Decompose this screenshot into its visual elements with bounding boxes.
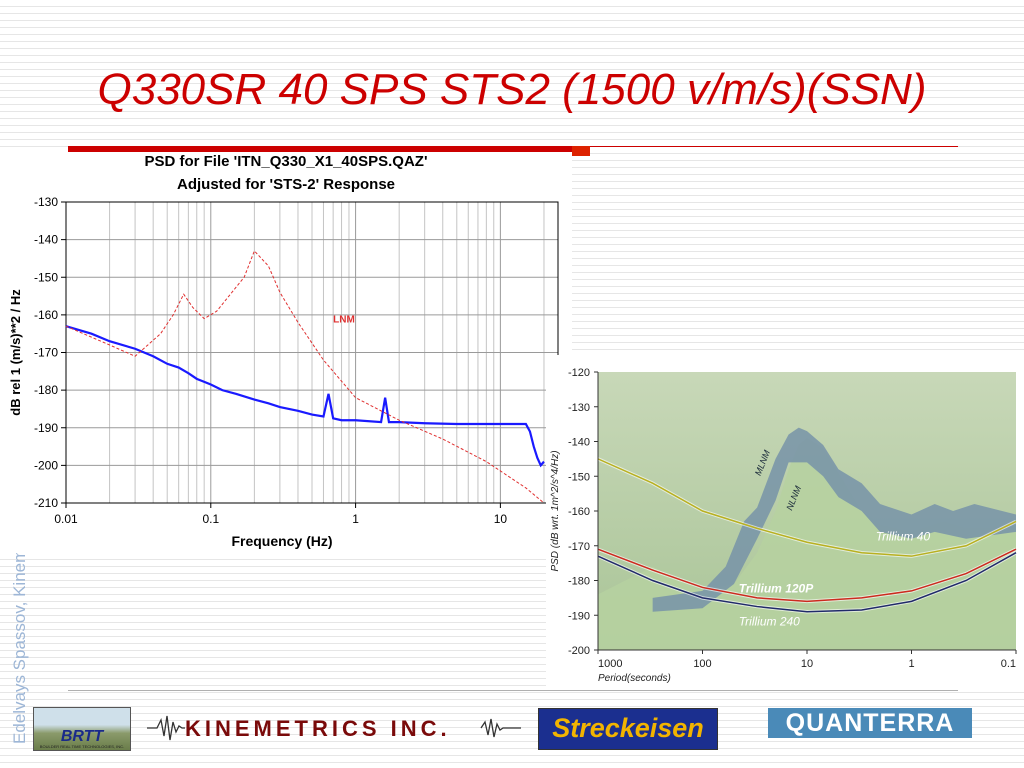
psd-y-tick-label: -210 <box>34 496 58 510</box>
noise-x-tick-label: 0.1 <box>1001 658 1016 670</box>
psd-y-tick-label: -180 <box>34 383 58 397</box>
noise-x-tick-label: 100 <box>693 658 711 670</box>
noise-series-line-trillium-40 <box>597 458 1017 557</box>
psd-y-tick-label: -170 <box>34 346 58 360</box>
streckeisen-logo: Streckeisen <box>538 708 718 750</box>
streckeisen-logo-text: Streckeisen <box>552 713 704 743</box>
noise-series-line-trillium-120p <box>597 548 1017 603</box>
slide-title: Q330SR 40 SPS STS2 (1500 v/m/s)(SSN) <box>97 65 927 114</box>
noise-x-tick-label: 10 <box>801 658 813 670</box>
series-label-trillium-240: Trillium 240 <box>739 615 800 629</box>
noise-y-tick-label: -130 <box>568 402 590 414</box>
psd-y-tick-label: -140 <box>34 233 58 247</box>
psd-x-tick-label: 1 <box>352 512 359 526</box>
kinemetrics-logo-text: KINEMETRICS INC. <box>185 716 451 741</box>
noise-y-tick-label: -160 <box>568 506 590 518</box>
brtt-logo-subtext: BOULDER REAL TIME TECHNOLOGIES, INC. <box>39 744 125 749</box>
noise-x-axis-label: Period(seconds) <box>598 673 671 684</box>
series-label-trillium-120p: Trillium 120P <box>739 582 814 596</box>
psd-series-line-lnm <box>65 249 545 504</box>
psd-y-axis-label: dB rel 1 (m/s)**2 / Hz <box>8 289 23 416</box>
seismogram-icon <box>147 715 521 741</box>
noise-y-tick-label: -120 <box>568 367 590 379</box>
noise-y-axis-label: PSD (dB wrt. 1m^2/s^4/Hz) <box>550 450 561 571</box>
psd-y-tick-label: -130 <box>34 195 58 209</box>
psd-chart-title: PSD for File 'ITN_Q330_X1_40SPS.QAZ' <box>144 153 427 170</box>
psd-chart: PSD for File 'ITN_Q330_X1_40SPS.QAZ' Adju… <box>0 153 572 553</box>
psd-x-tick-label: 0.1 <box>202 512 219 526</box>
noise-x-tick-label: 1000 <box>598 658 622 670</box>
psd-chart-svg: PSD for File 'ITN_Q330_X1_40SPS.QAZ' Adju… <box>8 153 559 549</box>
noise-model-chart: Trillium 40 Trillium 120P Trillium 240 MLNM… <box>546 355 1024 690</box>
psd-y-tick-label: -190 <box>34 421 58 435</box>
noise-y-tick-label: -140 <box>568 437 590 449</box>
psd-y-tick-label: -160 <box>34 308 58 322</box>
quanterra-logo-text: QUANTERRA <box>785 709 955 737</box>
psd-x-axis-label: Frequency (Hz) <box>231 533 332 549</box>
psd-annotation-label: LNM <box>333 315 355 326</box>
footer-divider <box>68 690 958 691</box>
psd-x-tick-label: 10 <box>494 512 508 526</box>
series-label-trillium-40: Trillium 40 <box>876 530 931 544</box>
noise-y-tick-label: -200 <box>568 645 590 657</box>
brtt-logo: BRTT BOULDER REAL TIME TECHNOLOGIES, INC… <box>33 707 131 751</box>
psd-y-tick-label: -200 <box>34 458 58 472</box>
noise-y-tick-label: -170 <box>568 541 590 553</box>
brtt-logo-text: BRTT <box>60 728 104 745</box>
noise-y-tick-label: -190 <box>568 610 590 622</box>
psd-x-tick-label: 0.01 <box>54 512 78 526</box>
noise-y-tick-label: -150 <box>568 471 590 483</box>
psd-series-line-measured <box>65 325 545 468</box>
title-underline-bar <box>68 146 572 152</box>
psd-chart-subtitle: Adjusted for 'STS-2' Response <box>177 176 395 193</box>
noise-x-tick-label: 1 <box>908 658 914 670</box>
psd-y-tick-label: -150 <box>34 270 58 284</box>
noise-series-line-trillium-240 <box>597 552 1017 613</box>
quanterra-logo: QUANTERRA <box>768 708 972 738</box>
title-underline-mark <box>572 146 590 156</box>
noise-y-tick-label: -180 <box>568 576 590 588</box>
kinemetrics-logo: KINEMETRICS INC. <box>145 708 523 748</box>
